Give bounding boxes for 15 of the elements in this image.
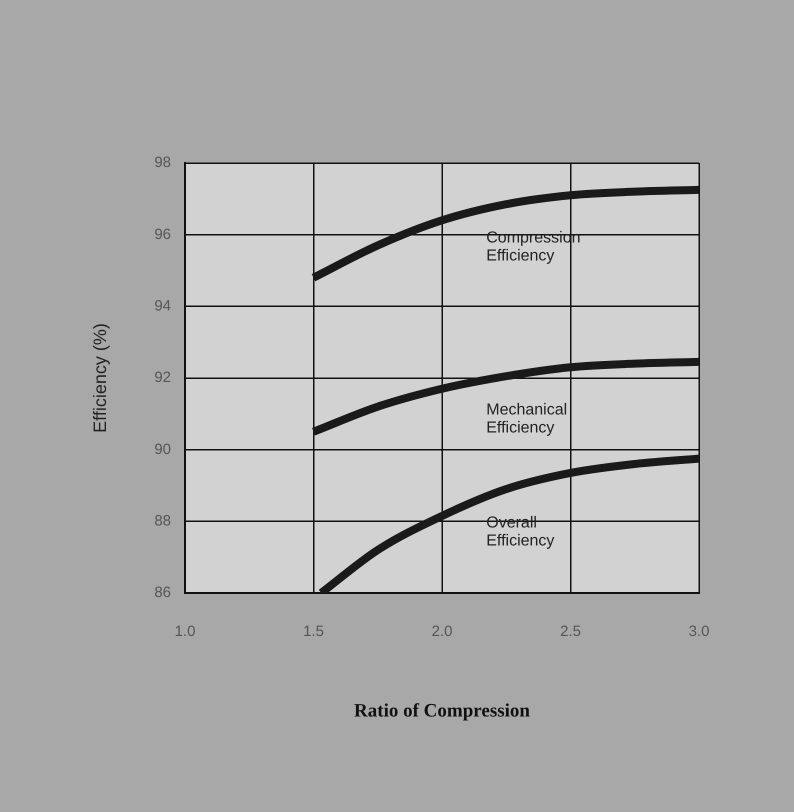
- y-tick-label: 88: [154, 512, 171, 530]
- x-tick-label: 1.0: [174, 623, 196, 640]
- x-tick-label: 2.0: [432, 623, 452, 640]
- x-axis-title: Ratio of Compression: [354, 700, 530, 722]
- y-tick-label: 98: [154, 154, 171, 172]
- x-tick-label: 3.0: [688, 623, 710, 640]
- series-label: Mechanical Efficiency: [486, 402, 568, 437]
- y-tick-label: 92: [154, 369, 171, 386]
- y-tick-label: 86: [154, 584, 171, 602]
- y-tick-label: 96: [154, 226, 171, 243]
- y-tick-label: 94: [154, 297, 171, 314]
- x-tick-label: 1.5: [303, 623, 324, 640]
- y-axis-title: Efficiency (%): [90, 323, 110, 433]
- x-tick-label: 2.5: [560, 623, 581, 640]
- y-tick-label: 90: [154, 440, 171, 458]
